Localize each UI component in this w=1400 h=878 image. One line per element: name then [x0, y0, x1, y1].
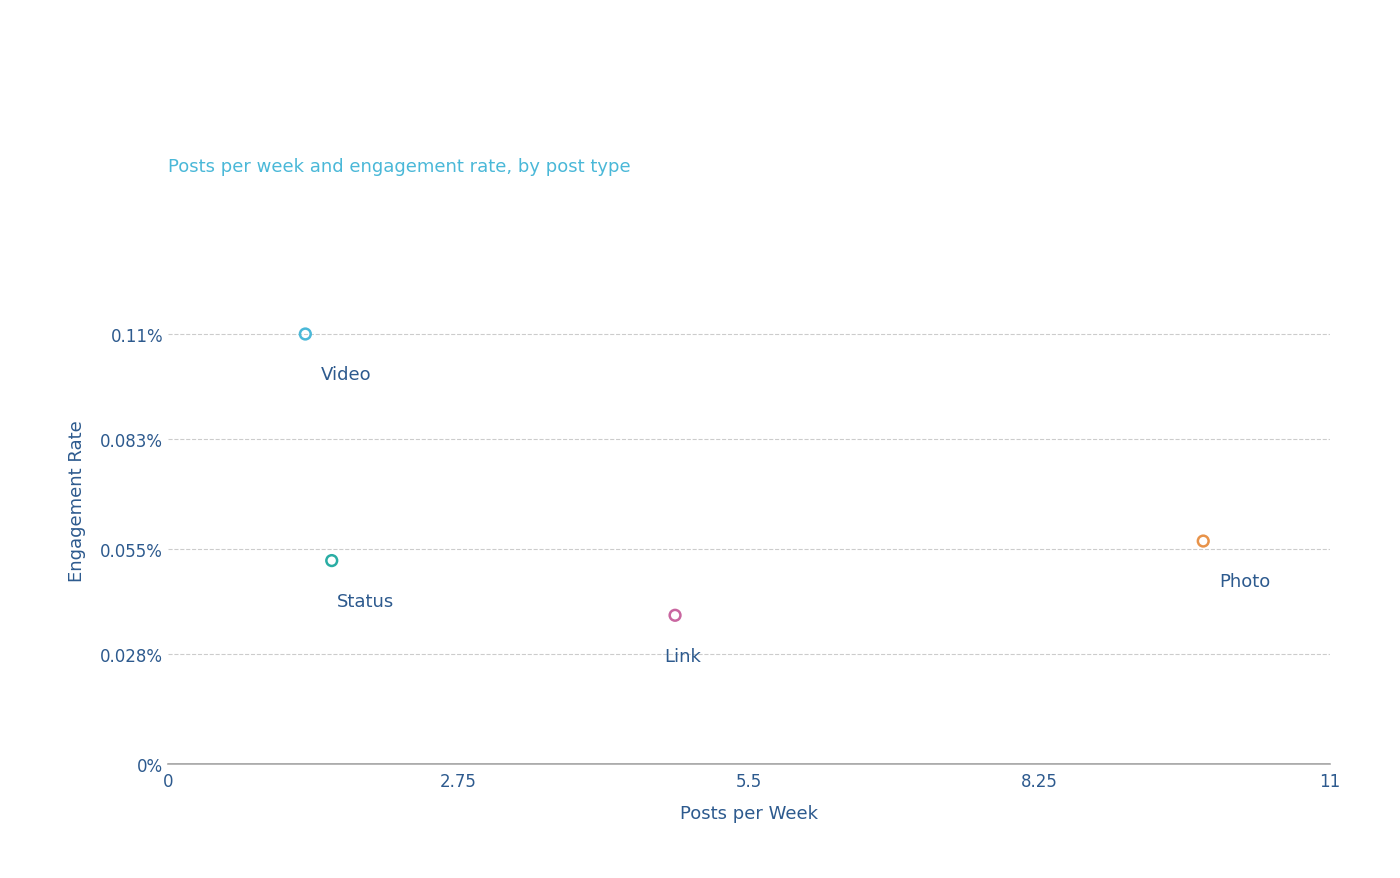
Text: Photo: Photo [1219, 572, 1270, 591]
Text: 🐦: 🐦 [1334, 50, 1368, 104]
X-axis label: Posts per Week: Posts per Week [680, 804, 818, 822]
Text: Video: Video [321, 366, 372, 384]
Point [664, 608, 686, 623]
Point [321, 554, 343, 568]
Text: Link: Link [665, 647, 701, 665]
Text: Posts per week and engagement rate, by post type: Posts per week and engagement rate, by p… [168, 158, 630, 176]
Y-axis label: Engagement Rate: Engagement Rate [69, 420, 87, 581]
Point [294, 327, 316, 342]
Text: HIGHER ED:: HIGHER ED: [63, 32, 329, 76]
Point [1191, 535, 1214, 549]
Text: TWITTER ENGAGEMENT: TWITTER ENGAGEMENT [63, 98, 589, 141]
Text: Status: Status [337, 592, 395, 610]
